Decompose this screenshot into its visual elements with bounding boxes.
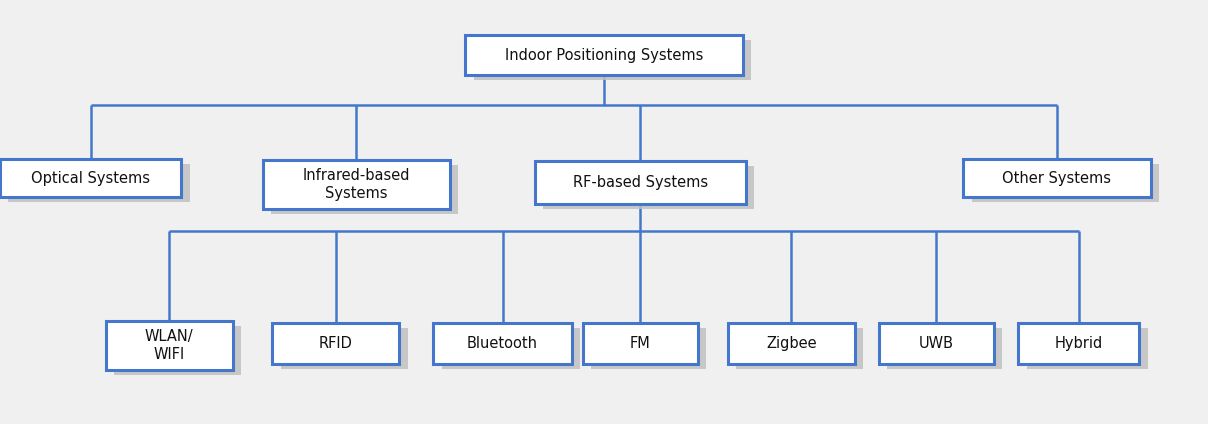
Text: Bluetooth: Bluetooth [467, 336, 538, 351]
Text: Indoor Positioning Systems: Indoor Positioning Systems [505, 47, 703, 63]
FancyBboxPatch shape [115, 326, 242, 375]
FancyBboxPatch shape [262, 160, 449, 209]
FancyBboxPatch shape [582, 323, 698, 363]
FancyBboxPatch shape [474, 40, 751, 81]
FancyBboxPatch shape [879, 323, 993, 363]
Text: Infrared-based
Systems: Infrared-based Systems [303, 168, 410, 201]
FancyBboxPatch shape [964, 159, 1151, 197]
Text: FM: FM [629, 336, 651, 351]
FancyBboxPatch shape [273, 323, 399, 363]
Text: Zigbee: Zigbee [766, 336, 817, 351]
Text: RF-based Systems: RF-based Systems [573, 175, 708, 190]
Text: Optical Systems: Optical Systems [31, 170, 150, 186]
Text: UWB: UWB [919, 336, 953, 351]
Text: Other Systems: Other Systems [1003, 170, 1111, 186]
FancyBboxPatch shape [1018, 323, 1139, 363]
FancyBboxPatch shape [442, 328, 580, 368]
FancyBboxPatch shape [281, 328, 408, 368]
FancyBboxPatch shape [0, 159, 181, 197]
FancyBboxPatch shape [106, 321, 232, 370]
FancyBboxPatch shape [544, 166, 754, 209]
FancyBboxPatch shape [727, 323, 855, 363]
Text: RFID: RFID [319, 336, 353, 351]
FancyBboxPatch shape [465, 35, 743, 75]
FancyBboxPatch shape [887, 328, 1003, 368]
FancyBboxPatch shape [534, 161, 745, 204]
FancyBboxPatch shape [737, 328, 863, 368]
FancyBboxPatch shape [1027, 328, 1148, 368]
Text: Hybrid: Hybrid [1055, 336, 1103, 351]
FancyBboxPatch shape [592, 328, 705, 368]
FancyBboxPatch shape [271, 165, 458, 214]
FancyBboxPatch shape [8, 164, 190, 202]
FancyBboxPatch shape [432, 323, 573, 363]
Text: WLAN/
WIFI: WLAN/ WIFI [145, 329, 193, 362]
FancyBboxPatch shape [971, 164, 1160, 202]
